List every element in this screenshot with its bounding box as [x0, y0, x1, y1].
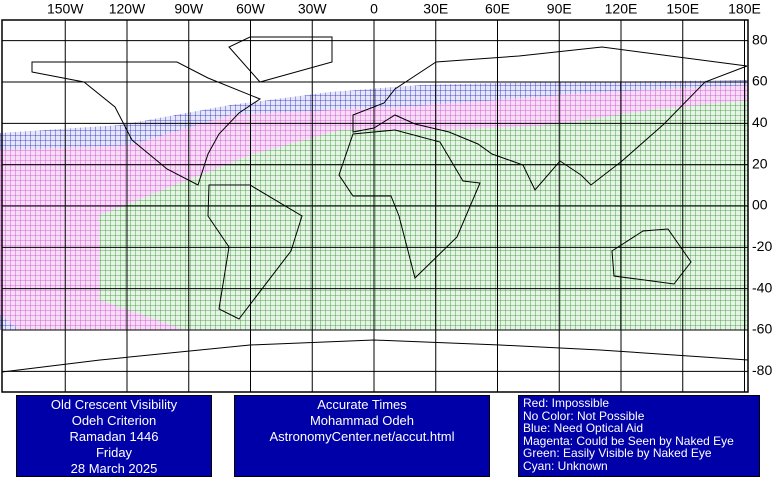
- panel-line: Red: Impossible: [523, 396, 610, 410]
- panel-line: Friday: [95, 445, 133, 460]
- panel-line: Old Crescent Visibility: [50, 397, 178, 412]
- lon-label: 180E: [728, 1, 761, 17]
- eurasia: [352, 46, 748, 191]
- panel-line: No Color: Not Possible: [523, 408, 645, 423]
- lat-label: -60: [752, 321, 772, 337]
- lon-label: 120E: [605, 1, 638, 17]
- lat-label: -40: [752, 279, 772, 295]
- lon-label: 60W: [236, 1, 266, 17]
- lon-label: 150W: [47, 1, 84, 17]
- lat-label: 40: [752, 114, 768, 130]
- legend-panel: Red: Impossible No Color: Not Possible Blu…: [518, 395, 760, 477]
- times-panel: Accurate Times Mohammad Odeh AstronomyCent…: [234, 395, 490, 477]
- panel-line: AstronomyCenter.net/accut.html: [269, 429, 455, 444]
- lon-label: 150E: [666, 1, 699, 17]
- north-america: [31, 61, 262, 186]
- lon-label: 60E: [485, 1, 510, 17]
- lon-label: 120W: [109, 1, 146, 17]
- panel-line: Green: Easily Visible by Naked Eye: [523, 446, 712, 461]
- panel-line: Magenta: Could be Seen by Naked Eye: [523, 433, 734, 448]
- panel-line: Accurate Times: [317, 397, 407, 412]
- lon-label: 30W: [298, 1, 328, 17]
- australia: [611, 228, 692, 285]
- green-zone: [100, 100, 748, 330]
- lat-label: 80: [752, 31, 768, 47]
- panel-line: Cyan: Unknown: [523, 458, 608, 473]
- grid: [2, 20, 748, 392]
- panel-line: Mohammad Odeh: [309, 413, 415, 428]
- lon-label: 30E: [423, 1, 448, 17]
- lon-label: 90E: [547, 1, 572, 17]
- criterion-panel: Old Crescent Visibility Odeh Criterion Ram…: [16, 395, 212, 477]
- lat-label: -20: [752, 238, 772, 254]
- panel-line: Blue: Need Optical Aid: [523, 421, 644, 436]
- panel-line: Ramadan 1446: [69, 429, 159, 444]
- africa: [338, 129, 481, 279]
- lat-label: 00: [752, 197, 768, 213]
- visibility-map: 150W 120W 90W 60W 30W 0 30E 60E 90E 120E 150E 180E 8…: [0, 1, 772, 393]
- panel-line: 28 March 2025: [70, 461, 158, 476]
- lon-label: 90W: [174, 1, 204, 17]
- lat-label: -80: [752, 362, 772, 378]
- greenland: [228, 36, 333, 83]
- panel-line: Odeh Criterion: [71, 413, 157, 428]
- map-frame: [1, 19, 749, 393]
- antarctica: [1, 339, 749, 373]
- south-america: [207, 184, 303, 320]
- lon-label: 0: [370, 1, 378, 17]
- lat-label: 20: [752, 155, 768, 171]
- lat-label: 60: [752, 73, 768, 89]
